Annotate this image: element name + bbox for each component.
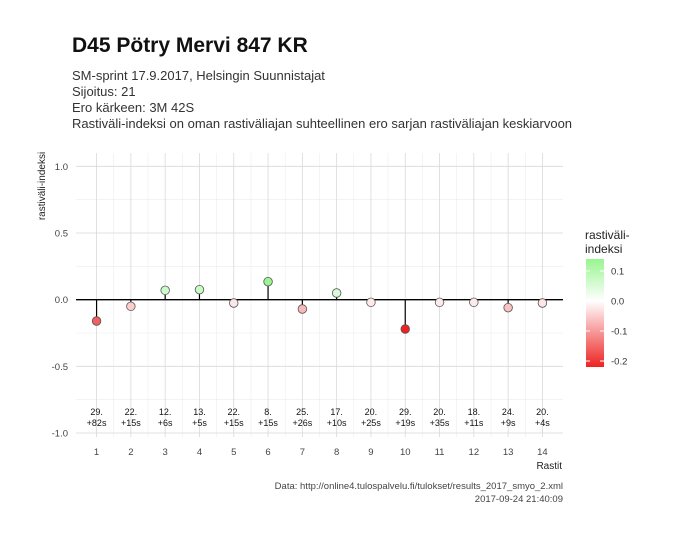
data-point bbox=[126, 301, 136, 312]
rank-label: 17. bbox=[330, 407, 343, 417]
chart-subtitle-description: Rastiväli-indeksi on oman rastiväliajan … bbox=[72, 116, 573, 131]
chart-title: D45 Pötry Mervi 847 KR bbox=[72, 34, 308, 57]
rank-label: 20. bbox=[536, 407, 549, 417]
legend-colorbar bbox=[586, 259, 604, 367]
legend-tick-label: 0.1 bbox=[611, 267, 624, 278]
rank-label: 22. bbox=[228, 407, 241, 417]
time-loss-label: +5s bbox=[192, 418, 207, 428]
legend-title-line1: rastiväli- bbox=[585, 228, 630, 242]
data-point bbox=[400, 324, 410, 334]
rank-label: 12. bbox=[159, 407, 172, 417]
x-axis-label: Rastit bbox=[536, 461, 562, 472]
time-loss-label: +35s bbox=[430, 418, 450, 428]
time-loss-label: +15s bbox=[258, 418, 278, 428]
rank-label: 29. bbox=[90, 407, 103, 417]
x-tick-label: 12 bbox=[469, 447, 480, 458]
color-legend: rastiväli- indeksi 0.1 0.0 -0.1 -0.2 bbox=[585, 228, 630, 368]
legend-ticks: 0.1 0.0 -0.1 -0.2 bbox=[586, 267, 627, 368]
x-tick-label: 3 bbox=[163, 447, 168, 458]
time-loss-label: +4s bbox=[535, 418, 550, 428]
time-loss-label: +11s bbox=[464, 418, 484, 428]
y-tick-label: 1.0 bbox=[55, 162, 68, 173]
chart-subtitle-gap: Ero kärkeen: 3M 42S bbox=[72, 100, 195, 115]
time-loss-label: +19s bbox=[395, 418, 415, 428]
rank-label: 24. bbox=[502, 407, 515, 417]
data-point bbox=[194, 284, 205, 295]
rank-label: 20. bbox=[365, 407, 378, 417]
chart-subtitle-event: SM-sprint 17.9.2017, Helsingin Suunnista… bbox=[72, 68, 325, 83]
x-tick-label: 9 bbox=[368, 447, 373, 458]
x-tick-label: 5 bbox=[231, 447, 236, 458]
x-tick-label: 2 bbox=[128, 447, 133, 458]
rank-label: 25. bbox=[296, 407, 309, 417]
time-loss-label: +25s bbox=[361, 418, 381, 428]
x-tick-label: 14 bbox=[537, 447, 548, 458]
data-point bbox=[537, 298, 548, 308]
x-tick-label: 8 bbox=[334, 447, 339, 458]
point-labels: 29.+82s22.+15s12.+6s13.+5s22.+15s8.+15s2… bbox=[87, 407, 551, 428]
time-loss-label: +15s bbox=[121, 418, 141, 428]
data-marks bbox=[91, 276, 548, 334]
y-tick-label: 0.5 bbox=[55, 229, 68, 240]
y-tick-label: -1.0 bbox=[52, 429, 68, 440]
time-loss-label: +15s bbox=[224, 418, 244, 428]
data-point bbox=[503, 302, 513, 313]
rank-label: 22. bbox=[125, 407, 138, 417]
rank-label: 18. bbox=[468, 407, 481, 417]
y-tick-label: 0.0 bbox=[55, 295, 68, 306]
time-loss-label: +82s bbox=[87, 418, 107, 428]
time-loss-label: +26s bbox=[292, 418, 312, 428]
y-axis-label: rastiväli-indeksi bbox=[37, 152, 48, 220]
legend-tick-label: 0.0 bbox=[611, 297, 624, 308]
data-source-caption: Data: http://online4.tulospalvelu.fi/tul… bbox=[274, 481, 563, 492]
data-point bbox=[366, 297, 376, 308]
data-point bbox=[469, 297, 479, 308]
timestamp-caption: 2017-09-24 21:40:09 bbox=[474, 494, 563, 505]
data-point bbox=[434, 297, 445, 308]
legend-title-line2: indeksi bbox=[585, 242, 622, 256]
data-point bbox=[263, 276, 273, 287]
time-loss-label: +10s bbox=[327, 418, 347, 428]
data-point bbox=[160, 285, 170, 296]
rank-label: 20. bbox=[433, 407, 446, 417]
legend-tick-label: -0.1 bbox=[611, 327, 627, 338]
x-tick-label: 1 bbox=[94, 447, 99, 458]
data-point bbox=[229, 298, 239, 308]
grid-lines bbox=[76, 153, 563, 437]
x-tick-label: 13 bbox=[503, 447, 514, 458]
x-tick-label: 6 bbox=[265, 447, 270, 458]
chart-subtitle-rank: Sijoitus: 21 bbox=[72, 84, 136, 99]
x-tick-label: 4 bbox=[197, 447, 202, 458]
data-point bbox=[297, 304, 308, 314]
legend-tick-label: -0.2 bbox=[611, 357, 627, 368]
x-tick-label: 10 bbox=[400, 447, 411, 458]
data-point bbox=[331, 288, 342, 298]
rank-label: 29. bbox=[399, 407, 412, 417]
data-point bbox=[91, 316, 102, 326]
time-loss-label: +6s bbox=[158, 418, 173, 428]
x-tick-label: 7 bbox=[300, 447, 305, 458]
time-loss-label: +9s bbox=[501, 418, 516, 428]
rank-label: 8. bbox=[264, 407, 272, 417]
rank-label: 13. bbox=[193, 407, 206, 417]
axes: -1.0-0.50.00.51.01 2 3 4 5 6 7 8 9 10 11 12 13 14 bbox=[52, 162, 563, 458]
x-tick-label: 11 bbox=[435, 447, 445, 458]
y-tick-label: -0.5 bbox=[52, 362, 68, 373]
